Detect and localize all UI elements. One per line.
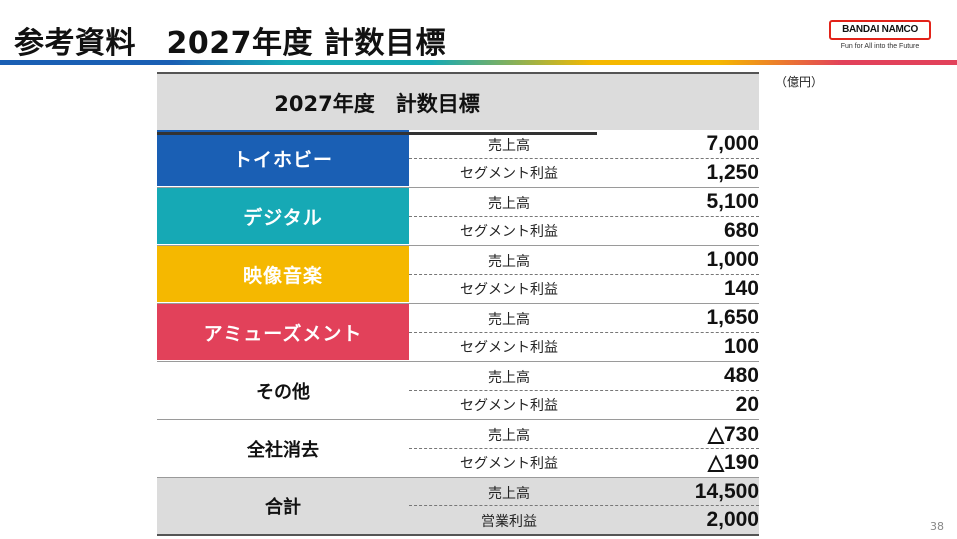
segment-block: デジタル 売上高 5,100 セグメント利益 680 — [157, 188, 759, 246]
header-underline — [157, 132, 597, 135]
metric-value: 680 — [723, 218, 759, 242]
table-row: 営業利益 2,000 — [409, 506, 759, 534]
table-row: セグメント利益 20 — [409, 391, 759, 420]
metric-value: 1,250 — [706, 160, 759, 184]
segment-block: 全社消去 売上高 △730 セグメント利益 △190 — [157, 420, 759, 478]
table-row: セグメント利益 △190 — [409, 449, 759, 478]
segment-rows: 売上高 1,650 セグメント利益 100 — [409, 304, 759, 361]
metric-label: セグメント利益 — [460, 166, 558, 183]
table-row: セグメント利益 140 — [409, 275, 759, 304]
table-row: セグメント利益 680 — [409, 217, 759, 246]
segment-label: 映像音楽 — [157, 246, 409, 303]
segment-label: その他 — [256, 381, 310, 403]
logo-tagline: Fun for All into the Future — [840, 43, 920, 50]
metric-label: 売上高 — [488, 137, 530, 154]
metric-value: 5,100 — [706, 190, 759, 214]
metric-label: 売上高 — [488, 195, 530, 212]
segment-block: 合計 売上高 14,500 営業利益 2,000 — [157, 478, 759, 536]
metric-label: 売上高 — [488, 485, 530, 502]
segment-rows: 売上高 5,100 セグメント利益 680 — [409, 188, 759, 245]
metric-label: セグメント利益 — [460, 224, 558, 241]
segment-label: デジタル — [157, 188, 409, 245]
segment-rows: 売上高 14,500 営業利益 2,000 — [409, 478, 759, 534]
table-title: 2027年度 計数目標 — [274, 92, 480, 116]
segment-rows: 売上高 480 セグメント利益 20 — [409, 362, 759, 419]
metric-value: △730 — [707, 422, 759, 446]
table-header: 2027年度 計数目標 — [157, 72, 759, 135]
title-color-stripe — [0, 60, 957, 65]
segment-rows: 売上高 7,000 セグメント利益 1,250 — [409, 130, 759, 187]
segment-rows: 売上高 1,000 セグメント利益 140 — [409, 246, 759, 303]
segment-label: アミューズメント — [157, 304, 409, 361]
segment-list: トイホビー 売上高 7,000 セグメント利益 1,250 デジタル 売上高 5,100 セグメ… — [157, 130, 759, 536]
logo-wordmark: BANDAI NAMCO — [829, 20, 931, 40]
metric-value: 7,000 — [706, 132, 759, 156]
segment-rows: 売上高 △730 セグメント利益 △190 — [409, 420, 759, 477]
metric-label: 売上高 — [488, 369, 530, 386]
targets-table: 2027年度 計数目標 トイホビー 売上高 7,000 セグメント利益 1,250 デジタ… — [157, 72, 759, 536]
metric-label: セグメント利益 — [460, 398, 558, 415]
segment-block: アミューズメント 売上高 1,650 セグメント利益 100 — [157, 304, 759, 362]
metric-label: セグメント利益 — [460, 456, 558, 473]
table-row: 売上高 1,650 — [409, 304, 759, 333]
metric-value: 1,000 — [706, 248, 759, 272]
metric-value: 100 — [723, 334, 759, 358]
metric-value: 140 — [723, 276, 759, 300]
metric-value: 2,000 — [706, 508, 759, 531]
metric-value: 1,650 — [706, 306, 759, 330]
segment-label: 合計 — [265, 497, 301, 518]
page-title: 参考資料 2027年度 計数目標 — [14, 26, 446, 61]
table-row: 売上高 5,100 — [409, 188, 759, 217]
segment-block: その他 売上高 480 セグメント利益 20 — [157, 362, 759, 420]
segment-label: トイホビー — [157, 130, 409, 187]
metric-label: 売上高 — [488, 427, 530, 444]
table-row: セグメント利益 1,250 — [409, 159, 759, 188]
metric-label: 営業利益 — [481, 513, 537, 530]
metric-label: 売上高 — [488, 253, 530, 270]
page-number: 38 — [930, 520, 944, 533]
metric-value: 480 — [723, 364, 759, 388]
table-row: 売上高 1,000 — [409, 246, 759, 275]
segment-block: 映像音楽 売上高 1,000 セグメント利益 140 — [157, 246, 759, 304]
unit-label: （億円） — [775, 75, 824, 89]
segment-block: トイホビー 売上高 7,000 セグメント利益 1,250 — [157, 130, 759, 188]
metric-value: 14,500 — [694, 480, 759, 503]
table-row: 売上高 480 — [409, 362, 759, 391]
table-row: 売上高 7,000 — [409, 130, 759, 159]
segment-label: 全社消去 — [247, 439, 319, 461]
table-row: 売上高 △730 — [409, 420, 759, 449]
metric-label: セグメント利益 — [460, 340, 558, 357]
table-row: セグメント利益 100 — [409, 333, 759, 362]
metric-label: セグメント利益 — [460, 282, 558, 299]
metric-value: △190 — [707, 451, 759, 475]
metric-label: 売上高 — [488, 311, 530, 328]
metric-value: 20 — [735, 392, 759, 416]
bandai-namco-logo: BANDAI NAMCO Fun for All into the Future — [829, 20, 931, 54]
table-row: 売上高 14,500 — [409, 478, 759, 506]
